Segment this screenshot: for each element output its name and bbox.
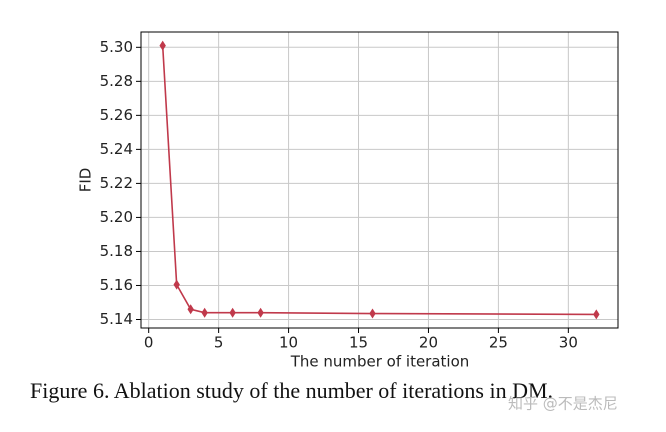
y-tick-label: 5.18 <box>100 242 133 260</box>
x-tick-label: 10 <box>279 334 298 352</box>
y-tick-label: 5.30 <box>100 38 133 56</box>
y-tick-label: 5.20 <box>100 208 133 226</box>
x-tick-label: 5 <box>214 334 224 352</box>
y-tick-label: 5.24 <box>100 140 133 158</box>
data-marker <box>593 309 600 320</box>
x-tick-label: 15 <box>349 334 368 352</box>
data-marker <box>229 307 236 318</box>
data-marker <box>159 40 166 51</box>
data-marker <box>201 307 208 318</box>
x-tick-label: 25 <box>489 334 508 352</box>
data-marker <box>173 279 180 290</box>
data-marker <box>187 304 194 315</box>
x-tick-label: 20 <box>419 334 438 352</box>
x-axis-label: The number of iteration <box>290 353 470 371</box>
x-tick-label: 0 <box>144 334 154 352</box>
y-tick-label: 5.14 <box>100 310 133 328</box>
data-line <box>161 45 597 316</box>
y-tick-label: 5.26 <box>100 106 133 124</box>
data-marker <box>257 307 264 318</box>
y-tick-label: 5.16 <box>100 276 133 294</box>
x-tick-label: 30 <box>559 334 578 352</box>
plot-frame <box>140 31 619 329</box>
y-tick-label: 5.28 <box>100 72 133 90</box>
data-marker <box>369 308 376 319</box>
y-tick-label: 5.22 <box>100 174 133 192</box>
watermark: 知乎 @不是杰尼 <box>508 395 618 413</box>
y-axis-label: FID <box>77 168 95 193</box>
caption: Figure 6. Ablation study of the number o… <box>30 378 553 403</box>
